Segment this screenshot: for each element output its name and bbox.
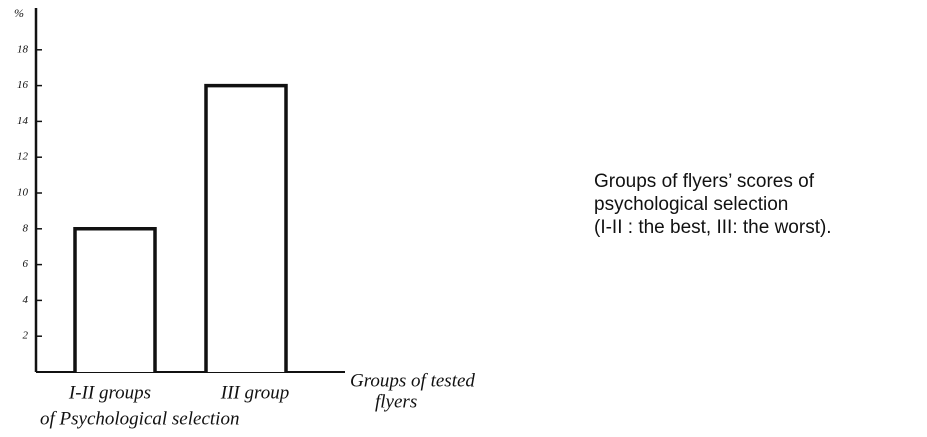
y-axis-label: % <box>14 6 24 20</box>
y-tick-label: 8 <box>23 222 29 234</box>
bar <box>204 83 288 372</box>
bar <box>73 227 157 372</box>
y-tick-label: 14 <box>17 115 29 127</box>
x-axis-label: flyers <box>375 391 417 412</box>
x-axis-label: Groups of tested <box>350 370 475 391</box>
caption: (I-II : the best, III: the worst). <box>594 217 832 238</box>
x-tick-label: III group <box>220 382 289 403</box>
y-tick-label: 6 <box>23 258 29 270</box>
caption: psychological selection <box>594 194 788 215</box>
y-tick-label: 16 <box>17 79 29 91</box>
y-tick-label: 18 <box>17 43 29 55</box>
y-tick-label: 12 <box>17 151 29 163</box>
caption: Groups of flyers’ scores of <box>594 171 815 192</box>
category-note: of Psychological selection <box>40 408 239 429</box>
y-tick-label: 4 <box>23 294 29 306</box>
x-tick-label: I-II groups <box>68 382 151 403</box>
y-tick-label: 2 <box>23 330 29 342</box>
y-tick-label: 10 <box>17 187 29 199</box>
